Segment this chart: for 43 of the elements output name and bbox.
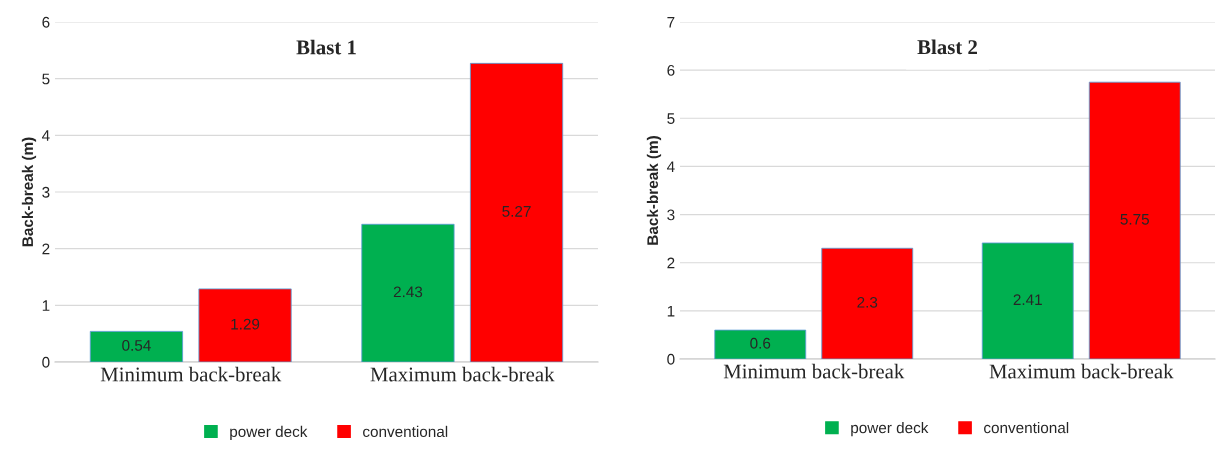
legend-label: power deck [230,425,308,441]
y-tick-label: 0 [42,356,50,368]
y-tick-label: 1 [667,305,675,317]
text: Blast 1 [296,39,356,55]
x-tick-label: Maximum back-break [989,363,1174,379]
x-tick-label: Minimum back-break [723,363,905,379]
data-label: 2.41 [1013,294,1042,305]
legend-label: conventional [363,425,448,438]
y-axis-title: Back-break (m) [21,137,37,247]
bar [714,329,807,359]
bar [821,247,914,359]
data-label: 5.75 [1120,214,1149,225]
y-tick-label: 2 [667,257,675,269]
y-tick-label: 3 [667,209,675,221]
x-tick-label: Minimum back-break [100,366,282,382]
y-tick-label: 4 [41,130,50,141]
data-label: 0.54 [122,339,151,351]
y-tick-label: 6 [42,16,50,28]
data-label: 0.6 [750,337,771,349]
text: Blast 2 [917,39,977,55]
bar [198,288,292,362]
y-axis-title: Back-break (m) [646,136,662,245]
bar [1088,81,1181,359]
y-tick-label: 7 [667,17,675,28]
data-label: 1.29 [231,318,260,330]
x-tick-label: Maximum back-break [370,366,555,382]
data-label: 5.27 [502,205,531,217]
legend-label: power deck [851,422,929,437]
data-label: 2.43 [393,286,423,298]
y-tick-label: 0 [667,353,675,365]
bar [89,330,184,362]
y-tick-label: 1 [42,300,50,311]
bar [361,223,455,362]
y-tick-label: 5 [42,73,50,85]
bar [469,62,564,362]
y-tick-label: 3 [42,186,50,198]
y-tick-label: 2 [42,243,50,255]
y-tick-label: 6 [667,65,675,76]
legend-label: conventional [984,422,1069,434]
bar [981,242,1074,359]
data-label: 2.3 [857,296,878,308]
y-tick-label: 5 [667,113,675,124]
y-tick-label: 4 [666,161,675,172]
